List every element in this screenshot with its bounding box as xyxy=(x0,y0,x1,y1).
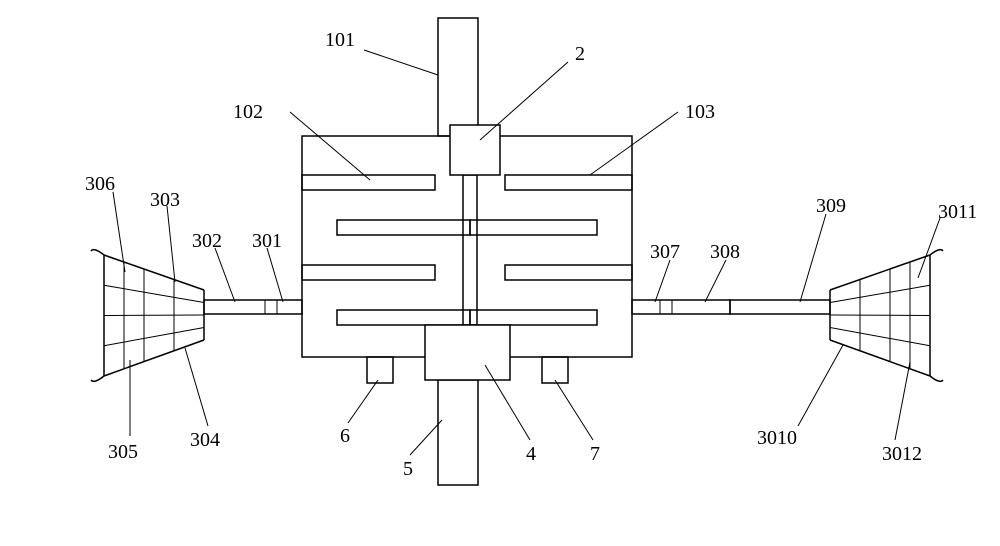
label-4: 4 xyxy=(526,443,536,465)
box-4 xyxy=(425,325,510,380)
label-6: 6 xyxy=(340,425,350,447)
label-306: 306 xyxy=(85,173,115,195)
label-309: 309 xyxy=(816,195,846,217)
diagram-canvas: 101 2 102 103 306 303 302 301 305 304 6 5 4 7 307 308 30… xyxy=(0,0,1000,546)
label-7: 7 xyxy=(590,443,600,465)
label-101: 101 xyxy=(325,29,355,51)
box-2 xyxy=(450,125,500,175)
label-302: 302 xyxy=(192,230,222,252)
label-3010: 3010 xyxy=(757,427,797,449)
label-5: 5 xyxy=(403,458,413,480)
label-3012: 3012 xyxy=(882,443,922,465)
label-304: 304 xyxy=(190,429,220,451)
label-307: 307 xyxy=(650,241,680,263)
label-301: 301 xyxy=(252,230,282,252)
label-308: 308 xyxy=(710,241,740,263)
label-303: 303 xyxy=(150,189,180,211)
label-3011: 3011 xyxy=(938,201,977,223)
label-102: 102 xyxy=(233,101,263,123)
label-305: 305 xyxy=(108,441,138,463)
label-2: 2 xyxy=(575,43,585,65)
label-103: 103 xyxy=(685,101,715,123)
